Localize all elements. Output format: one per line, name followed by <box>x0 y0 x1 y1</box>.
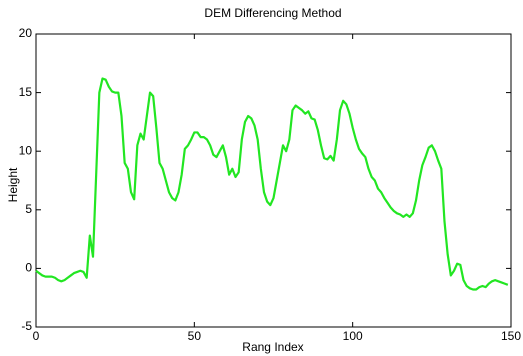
chart-title: DEM Differencing Method <box>204 6 341 20</box>
x-axis-label: Rang Index <box>242 340 303 354</box>
data-line <box>35 77 509 291</box>
x-tick-label: 150 <box>501 329 521 343</box>
y-tick-label: -5 <box>21 319 32 333</box>
y-tick-label: 5 <box>25 202 32 216</box>
y-tick-label: 15 <box>19 85 33 99</box>
plot-frame <box>35 33 512 328</box>
y-tick-label: 0 <box>25 261 32 275</box>
y-tick-label: 10 <box>19 143 33 157</box>
y-tick-label: 20 <box>19 26 33 40</box>
x-tick-label: 50 <box>188 329 202 343</box>
y-axis-label: Height <box>6 167 20 202</box>
x-tick-label: 100 <box>343 329 363 343</box>
x-tick-label: 0 <box>33 329 40 343</box>
